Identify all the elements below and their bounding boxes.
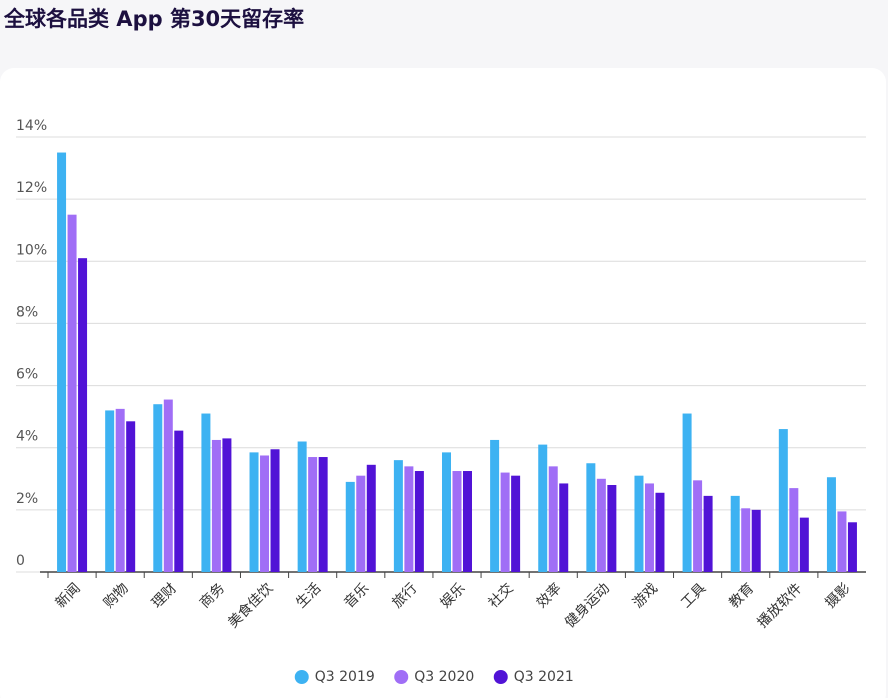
- bar: [500, 472, 510, 572]
- bar: [78, 258, 88, 572]
- bar: [730, 495, 740, 572]
- bar: [308, 457, 318, 572]
- bar: [153, 404, 163, 572]
- bar: [596, 478, 606, 572]
- y-tick-label: 6%: [16, 367, 38, 383]
- y-tick-label: 10%: [16, 242, 47, 258]
- bar: [538, 444, 548, 572]
- bar: [249, 452, 259, 572]
- y-tick-label: 14%: [16, 118, 47, 134]
- bar: [644, 483, 654, 572]
- legend-label: Q3 2021: [514, 669, 574, 685]
- bar: [442, 452, 451, 572]
- bar: [847, 522, 857, 572]
- bar: [634, 475, 644, 572]
- bar: [703, 495, 713, 572]
- bar: [163, 399, 173, 572]
- bar: [559, 483, 569, 572]
- bar: [586, 463, 596, 572]
- bar: [318, 457, 328, 572]
- bar: [452, 471, 462, 572]
- bar: [393, 460, 403, 572]
- bar: [297, 441, 307, 572]
- bar: [345, 481, 355, 572]
- chart-title: 全球各品类 App 第30天留存率: [3, 7, 304, 31]
- bar: [201, 413, 211, 572]
- bar: [826, 477, 836, 572]
- bar: [799, 517, 809, 572]
- bar: [741, 508, 751, 572]
- bar: [174, 430, 184, 572]
- bar: [490, 439, 500, 572]
- bar: [222, 438, 232, 572]
- bar: [607, 485, 617, 572]
- legend-swatch: [493, 670, 508, 684]
- y-tick-label: 0: [16, 553, 25, 569]
- bar: [356, 475, 366, 572]
- bar: [778, 429, 788, 572]
- bar: [270, 449, 280, 572]
- legend-label: Q3 2019: [315, 669, 375, 685]
- bar: [414, 471, 424, 572]
- card: [0, 68, 886, 698]
- bar: [548, 466, 558, 572]
- legend-swatch: [294, 670, 309, 684]
- y-tick-label: 2%: [16, 491, 38, 507]
- bar: [211, 439, 221, 572]
- bar: [751, 509, 761, 572]
- bar: [693, 480, 703, 572]
- y-tick-label: 8%: [16, 304, 38, 320]
- bar: [463, 471, 472, 572]
- bar: [404, 466, 414, 572]
- bar: [260, 455, 270, 572]
- bar: [789, 488, 799, 572]
- bar: [682, 413, 692, 572]
- bar: [115, 408, 125, 572]
- legend-label: Q3 2020: [414, 669, 474, 685]
- bar: [837, 511, 847, 572]
- bar: [105, 410, 115, 572]
- bar: [655, 492, 665, 572]
- bar: [67, 214, 77, 572]
- bar: [57, 152, 67, 573]
- y-tick-label: 4%: [16, 429, 38, 445]
- bar: [126, 421, 136, 572]
- bar: [366, 464, 376, 572]
- y-tick-label: 12%: [16, 180, 47, 196]
- bar: [511, 475, 521, 572]
- legend-swatch: [394, 670, 409, 684]
